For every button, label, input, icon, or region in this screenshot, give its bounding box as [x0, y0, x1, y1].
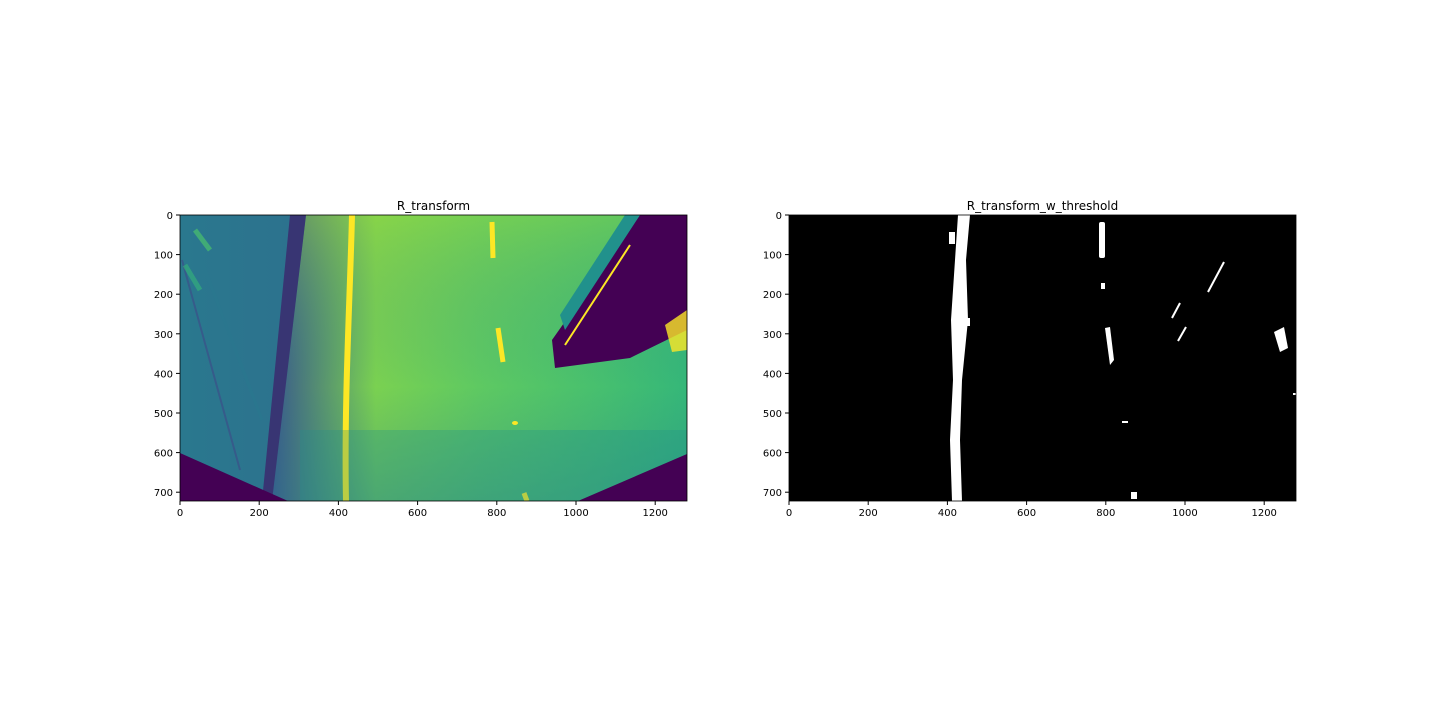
x-tick-label: 1000: [563, 508, 588, 519]
y-tick-label: 600: [763, 449, 782, 460]
x-tick-label: 1200: [1251, 508, 1276, 519]
x-tick-label: 1200: [642, 508, 667, 519]
x-axis-ticks: 0 200 400 600 800 1000 1200: [177, 501, 668, 519]
panel-r-transform-threshold: R_transform_w_threshold: [763, 199, 1296, 519]
y-tick-label: 100: [763, 251, 782, 262]
y-tick-label: 100: [154, 251, 173, 262]
y-tick-label: 700: [763, 488, 782, 499]
y-tick-label: 500: [763, 409, 782, 420]
panel-r-transform: R_transform: [154, 199, 687, 519]
warped-road-image: [180, 215, 687, 501]
y-tick-label: 200: [763, 290, 782, 301]
y-tick-label: 300: [154, 330, 173, 341]
x-axis-ticks: 0 200 400 600 800 1000 1200: [786, 501, 1277, 519]
x-tick-label: 600: [1017, 508, 1036, 519]
y-tick-label: 400: [154, 369, 173, 380]
y-tick-label: 500: [154, 409, 173, 420]
x-tick-label: 200: [859, 508, 878, 519]
x-tick-label: 800: [487, 508, 506, 519]
y-axis-ticks: 0 100 200 300 400 500 600 700: [763, 211, 789, 499]
y-tick-label: 0: [776, 211, 782, 222]
y-tick-label: 600: [154, 449, 173, 460]
x-tick-label: 400: [938, 508, 957, 519]
x-tick-label: 0: [786, 508, 792, 519]
y-tick-label: 0: [167, 211, 173, 222]
x-tick-label: 400: [329, 508, 348, 519]
thresholded-binary-image: [789, 215, 1296, 501]
x-tick-label: 200: [250, 508, 269, 519]
x-tick-label: 0: [177, 508, 183, 519]
y-tick-label: 400: [763, 369, 782, 380]
x-tick-label: 800: [1096, 508, 1115, 519]
y-tick-label: 200: [154, 290, 173, 301]
x-tick-label: 1000: [1172, 508, 1197, 519]
panel-title: R_transform: [397, 199, 470, 213]
y-tick-label: 300: [763, 330, 782, 341]
y-axis-ticks: 0 100 200 300 400 500 600 700: [154, 211, 180, 499]
y-tick-label: 700: [154, 488, 173, 499]
x-tick-label: 600: [408, 508, 427, 519]
panel-title: R_transform_w_threshold: [967, 199, 1119, 213]
